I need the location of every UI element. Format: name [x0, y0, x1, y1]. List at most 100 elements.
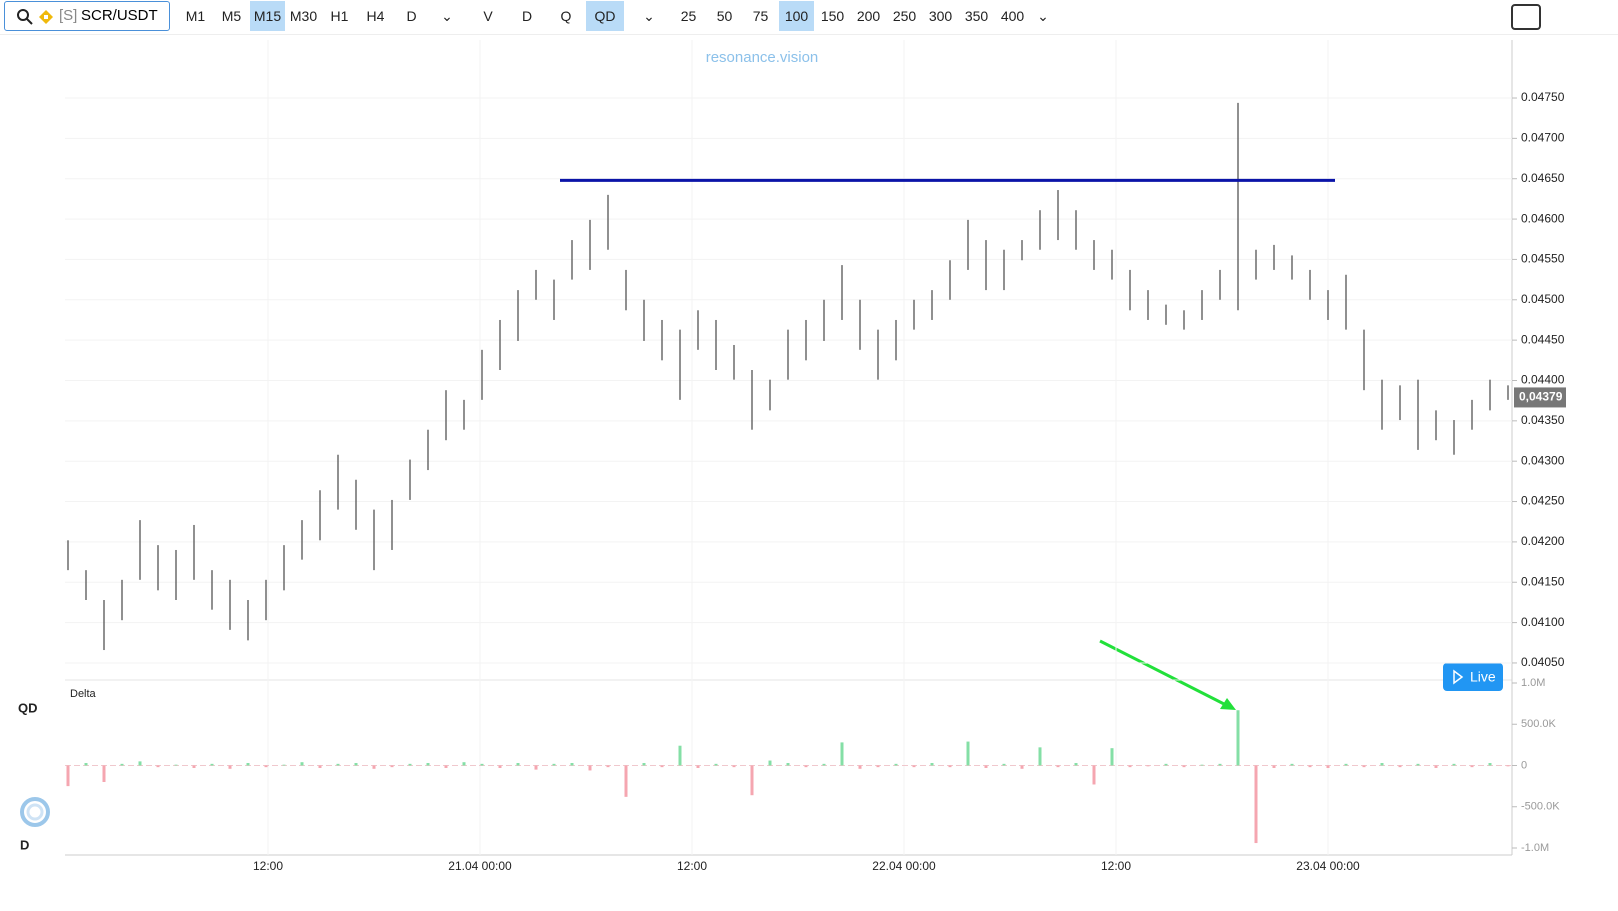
- delta-bar: [318, 765, 322, 768]
- toolbar-button[interactable]: 250: [892, 8, 917, 24]
- toolbar-button[interactable]: D: [521, 8, 533, 24]
- toolbar: [S] SCR/USDT M1 M5 M15 M30 H1 H4 D ⌄ V D Q QD ⌄ 25 50 7…: [0, 0, 1618, 35]
- delta-bar: [1128, 765, 1132, 768]
- delta-bar: [1056, 765, 1060, 768]
- delta-bar: [786, 763, 790, 766]
- delta-bar: [1362, 765, 1366, 768]
- delta-bar: [894, 763, 898, 766]
- delta-bar: [426, 763, 430, 766]
- delta-bar: [1506, 765, 1510, 767]
- y-tick-label: -1.0M: [1521, 842, 1549, 854]
- delta-bar: [1470, 765, 1474, 768]
- delta-bar: [516, 763, 520, 766]
- dropdown-chevron[interactable]: ⌄: [643, 8, 655, 24]
- toolbar-button[interactable]: H4: [366, 8, 385, 24]
- delta-bar: [696, 765, 700, 768]
- delta-bar: [678, 745, 682, 766]
- exchange-tag: [S]: [59, 7, 78, 24]
- symbol: SCR/USDT: [81, 7, 158, 24]
- delta-bar: [1416, 763, 1420, 766]
- y-tick-label: 0.04750: [1521, 90, 1565, 104]
- delta-bar: [1164, 763, 1168, 766]
- delta-bar: [480, 763, 484, 766]
- annotation-arrow: [1099, 639, 1227, 707]
- toolbar-button[interactable]: M15: [250, 1, 285, 31]
- dropdown-chevron[interactable]: ⌄: [1037, 8, 1049, 24]
- arrow-head: [1220, 698, 1236, 710]
- toolbar-button[interactable]: QD: [586, 1, 624, 31]
- delta-bar: [984, 765, 988, 768]
- toolbar-button[interactable]: M5: [221, 8, 242, 24]
- x-tick-label: 21.04 00:00: [448, 859, 512, 873]
- delta-bar: [228, 765, 232, 769]
- y-tick-label: 1.0M: [1521, 677, 1545, 689]
- toolbar-button[interactable]: D: [406, 8, 417, 24]
- toolbar-button[interactable]: 50: [716, 8, 733, 24]
- layout-button[interactable]: [1511, 4, 1541, 30]
- delta-bar: [732, 765, 736, 768]
- delta-bar: [210, 763, 214, 766]
- delta-bar: [588, 765, 592, 771]
- delta-bar: [1146, 765, 1150, 767]
- delta-bar: [390, 765, 394, 768]
- y-tick-label: 0.04100: [1521, 615, 1565, 629]
- y-tick-label: 500.0K: [1521, 718, 1557, 730]
- toolbar-button[interactable]: 25: [680, 8, 697, 24]
- toolbar-button[interactable]: 400: [1000, 8, 1025, 24]
- delta-bar: [1290, 763, 1294, 766]
- y-tick-label: 0.04550: [1521, 252, 1565, 266]
- delta-bar: [750, 765, 754, 796]
- delta-bar: [192, 765, 196, 768]
- delta-bar: [138, 761, 142, 766]
- delta-bar: [336, 763, 340, 766]
- delta-bar: [1434, 765, 1438, 768]
- y-tick-label: 0.04650: [1521, 171, 1565, 185]
- dropdown-chevron[interactable]: ⌄: [441, 8, 453, 24]
- toolbar-button[interactable]: 200: [856, 8, 881, 24]
- toolbar-button[interactable]: 300: [928, 8, 953, 24]
- delta-bar: [1074, 763, 1078, 766]
- delta-bar: [354, 763, 358, 766]
- delta-bar: [534, 765, 538, 770]
- y-tick-label: -500.0K: [1521, 801, 1560, 813]
- toolbar-button[interactable]: 150: [820, 8, 845, 24]
- toolbar-button[interactable]: Q: [560, 8, 572, 24]
- toolbar-button[interactable]: M1: [185, 8, 206, 24]
- toolbar-button[interactable]: M30: [289, 8, 318, 24]
- toolbar-button[interactable]: 75: [752, 8, 769, 24]
- live-button[interactable]: Live: [1443, 663, 1503, 691]
- delta-bar: [948, 765, 952, 768]
- delta-bar: [840, 742, 844, 766]
- delta-bar: [1254, 765, 1258, 844]
- delta-bar: [876, 765, 880, 768]
- d-label: D: [20, 837, 29, 852]
- search-icon: [17, 9, 33, 25]
- delta-bar: [462, 762, 466, 766]
- toolbar-button[interactable]: H1: [330, 8, 349, 24]
- delta-bar: [300, 762, 304, 766]
- delta-bar: [66, 765, 70, 787]
- y-tick-label: 0.04150: [1521, 574, 1565, 588]
- y-tick-label: 0: [1521, 759, 1527, 771]
- delta-bar: [642, 763, 646, 766]
- x-tick-label: 23.04 00:00: [1296, 859, 1360, 873]
- y-tick-label: 0.04450: [1521, 332, 1565, 346]
- toolbar-button[interactable]: 100: [779, 1, 814, 31]
- y-tick-label: 0.04050: [1521, 655, 1565, 669]
- toolbar-button[interactable]: 350: [964, 8, 989, 24]
- delta-label: Delta: [70, 688, 97, 700]
- delta-bar: [1110, 748, 1114, 766]
- y-tick-label: 0.04300: [1521, 453, 1565, 467]
- y-tick-label: 0.04400: [1521, 373, 1565, 387]
- y-tick-label: 0.04250: [1521, 494, 1565, 508]
- delta-bar: [1020, 765, 1024, 769]
- exchange-icon: [39, 10, 53, 24]
- toolbar-button[interactable]: V: [483, 8, 493, 24]
- delta-bar: [570, 763, 574, 766]
- y-tick-label: 0.04500: [1521, 292, 1565, 306]
- symbol-search[interactable]: [S] SCR/USDT: [4, 1, 170, 31]
- delta-bar: [1308, 765, 1312, 768]
- y-tick-label: 0.04200: [1521, 534, 1565, 548]
- x-tick-label: 12:00: [253, 859, 283, 873]
